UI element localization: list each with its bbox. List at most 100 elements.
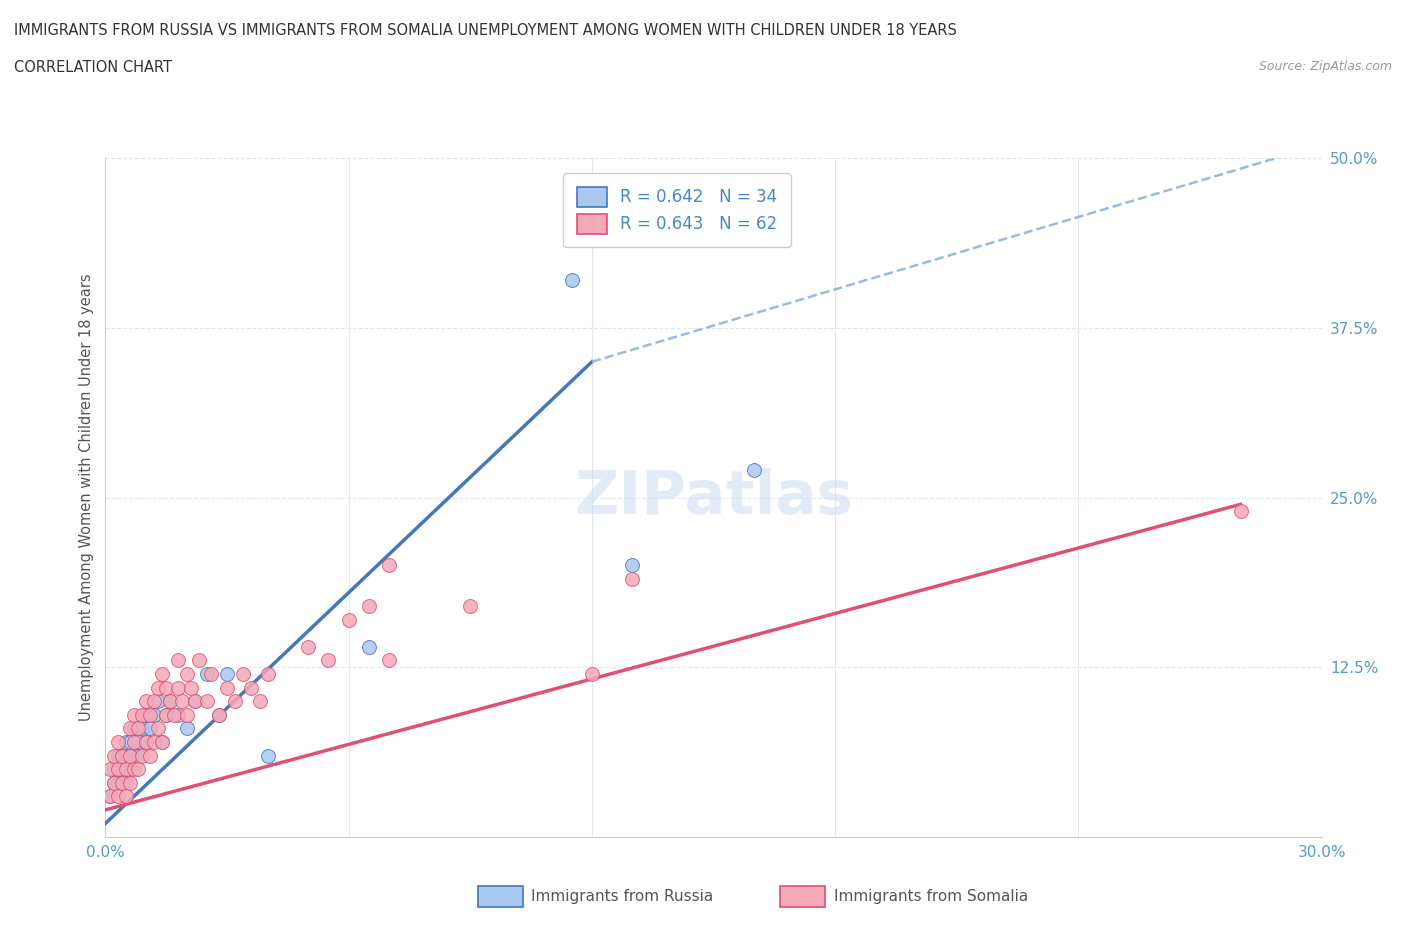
Point	[150, 735, 173, 750]
Point	[111, 762, 134, 777]
Point	[103, 776, 125, 790]
Point	[114, 776, 136, 790]
Point	[114, 789, 136, 804]
Point	[118, 748, 141, 763]
Point	[111, 748, 134, 763]
Point	[183, 694, 205, 709]
Text: IMMIGRANTS FROM RUSSIA VS IMMIGRANTS FROM SOMALIA UNEMPLOYMENT AMONG WOMEN WITH : IMMIGRANTS FROM RUSSIA VS IMMIGRANTS FRO…	[14, 23, 957, 38]
Point	[159, 694, 181, 709]
Point	[217, 680, 239, 695]
Point	[139, 748, 162, 763]
Y-axis label: Unemployment Among Women with Children Under 18 years: Unemployment Among Women with Children U…	[79, 273, 94, 722]
Point	[155, 680, 177, 695]
Point	[155, 708, 177, 723]
Legend: R = 0.642   N = 34, R = 0.643   N = 62: R = 0.642 N = 34, R = 0.643 N = 62	[564, 173, 790, 247]
Point	[122, 748, 145, 763]
Point	[240, 680, 263, 695]
Point	[249, 694, 271, 709]
Point	[1229, 504, 1251, 519]
Point	[98, 762, 121, 777]
Point	[127, 735, 149, 750]
Point	[127, 762, 149, 777]
Point	[378, 653, 401, 668]
Point	[208, 708, 231, 723]
Point	[114, 735, 136, 750]
Point	[378, 558, 401, 573]
Point	[103, 762, 125, 777]
Point	[297, 640, 319, 655]
Point	[135, 735, 157, 750]
Point	[150, 667, 173, 682]
Point	[163, 708, 186, 723]
Point	[621, 572, 644, 587]
Point	[224, 694, 246, 709]
Point	[183, 694, 205, 709]
Point	[107, 776, 129, 790]
Point	[107, 735, 129, 750]
Point	[180, 680, 202, 695]
Point	[118, 721, 141, 736]
Point	[167, 708, 190, 723]
Point	[337, 612, 360, 627]
FancyBboxPatch shape	[780, 886, 825, 907]
Point	[176, 667, 198, 682]
Point	[131, 721, 153, 736]
Point	[131, 748, 153, 763]
Point	[143, 735, 166, 750]
Point	[357, 599, 380, 614]
Point	[127, 748, 149, 763]
Point	[357, 640, 380, 655]
Point	[146, 721, 169, 736]
Point	[458, 599, 481, 614]
Point	[217, 667, 239, 682]
Point	[127, 721, 149, 736]
Point	[98, 789, 121, 804]
Point	[256, 667, 278, 682]
Point	[122, 721, 145, 736]
Text: Source: ZipAtlas.com: Source: ZipAtlas.com	[1258, 60, 1392, 73]
Point	[107, 789, 129, 804]
Point	[167, 680, 190, 695]
Point	[195, 694, 218, 709]
Point	[103, 776, 125, 790]
Point	[135, 735, 157, 750]
Point	[118, 776, 141, 790]
Point	[114, 762, 136, 777]
Point	[111, 776, 134, 790]
Point	[742, 463, 765, 478]
Point	[122, 735, 145, 750]
Point	[143, 708, 166, 723]
Point	[143, 694, 166, 709]
Point	[176, 708, 198, 723]
Point	[135, 694, 157, 709]
Point	[122, 762, 145, 777]
Point	[195, 667, 218, 682]
Text: Immigrants from Somalia: Immigrants from Somalia	[834, 889, 1028, 904]
Point	[256, 748, 278, 763]
Point	[200, 667, 222, 682]
Point	[621, 558, 644, 573]
Point	[155, 708, 177, 723]
Text: CORRELATION CHART: CORRELATION CHART	[14, 60, 172, 75]
Point	[107, 748, 129, 763]
Point	[135, 708, 157, 723]
Point	[232, 667, 254, 682]
Point	[103, 748, 125, 763]
Point	[122, 708, 145, 723]
Point	[172, 694, 194, 709]
Text: ZIPatlas: ZIPatlas	[574, 468, 853, 527]
Point	[150, 735, 173, 750]
Point	[159, 694, 181, 709]
Text: Immigrants from Russia: Immigrants from Russia	[531, 889, 714, 904]
Point	[131, 708, 153, 723]
Point	[146, 680, 169, 695]
Point	[139, 708, 162, 723]
Point	[561, 272, 583, 287]
Point	[111, 748, 134, 763]
Point	[118, 735, 141, 750]
Point	[107, 762, 129, 777]
Point	[118, 762, 141, 777]
Point	[139, 721, 162, 736]
Point	[146, 694, 169, 709]
Point	[187, 653, 209, 668]
